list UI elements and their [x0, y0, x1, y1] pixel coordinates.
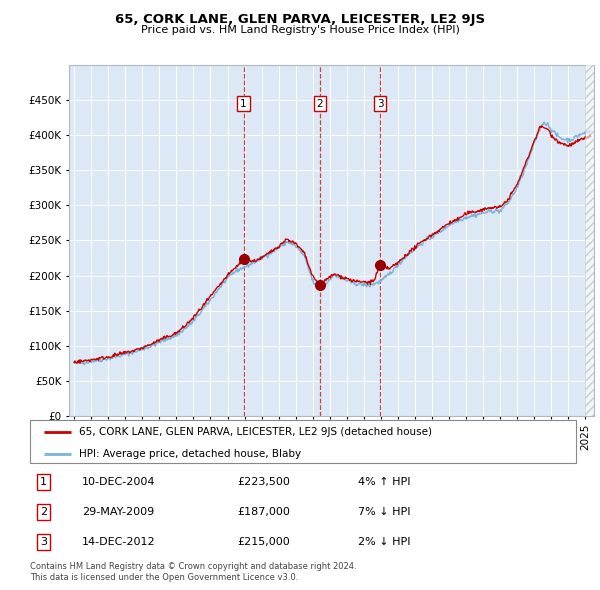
Text: 3: 3 [377, 99, 383, 109]
Text: 29-MAY-2009: 29-MAY-2009 [82, 507, 154, 517]
Text: 7% ↓ HPI: 7% ↓ HPI [358, 507, 410, 517]
Text: £215,000: £215,000 [238, 537, 290, 547]
Text: 10-DEC-2004: 10-DEC-2004 [82, 477, 155, 487]
Text: 2% ↓ HPI: 2% ↓ HPI [358, 537, 410, 547]
FancyBboxPatch shape [30, 420, 576, 463]
Text: 4% ↑ HPI: 4% ↑ HPI [358, 477, 410, 487]
Text: 65, CORK LANE, GLEN PARVA, LEICESTER, LE2 9JS (detached house): 65, CORK LANE, GLEN PARVA, LEICESTER, LE… [79, 427, 432, 437]
Text: £223,500: £223,500 [238, 477, 290, 487]
Text: 3: 3 [40, 537, 47, 547]
Text: HPI: Average price, detached house, Blaby: HPI: Average price, detached house, Blab… [79, 448, 301, 458]
Text: This data is licensed under the Open Government Licence v3.0.: This data is licensed under the Open Gov… [30, 573, 298, 582]
Text: 65, CORK LANE, GLEN PARVA, LEICESTER, LE2 9JS: 65, CORK LANE, GLEN PARVA, LEICESTER, LE… [115, 13, 485, 26]
Text: Price paid vs. HM Land Registry's House Price Index (HPI): Price paid vs. HM Land Registry's House … [140, 25, 460, 35]
Text: 2: 2 [316, 99, 323, 109]
Text: 1: 1 [240, 99, 247, 109]
Text: £187,000: £187,000 [238, 507, 290, 517]
Text: 14-DEC-2012: 14-DEC-2012 [82, 537, 155, 547]
Text: 2: 2 [40, 507, 47, 517]
Text: Contains HM Land Registry data © Crown copyright and database right 2024.: Contains HM Land Registry data © Crown c… [30, 562, 356, 571]
Text: 1: 1 [40, 477, 47, 487]
